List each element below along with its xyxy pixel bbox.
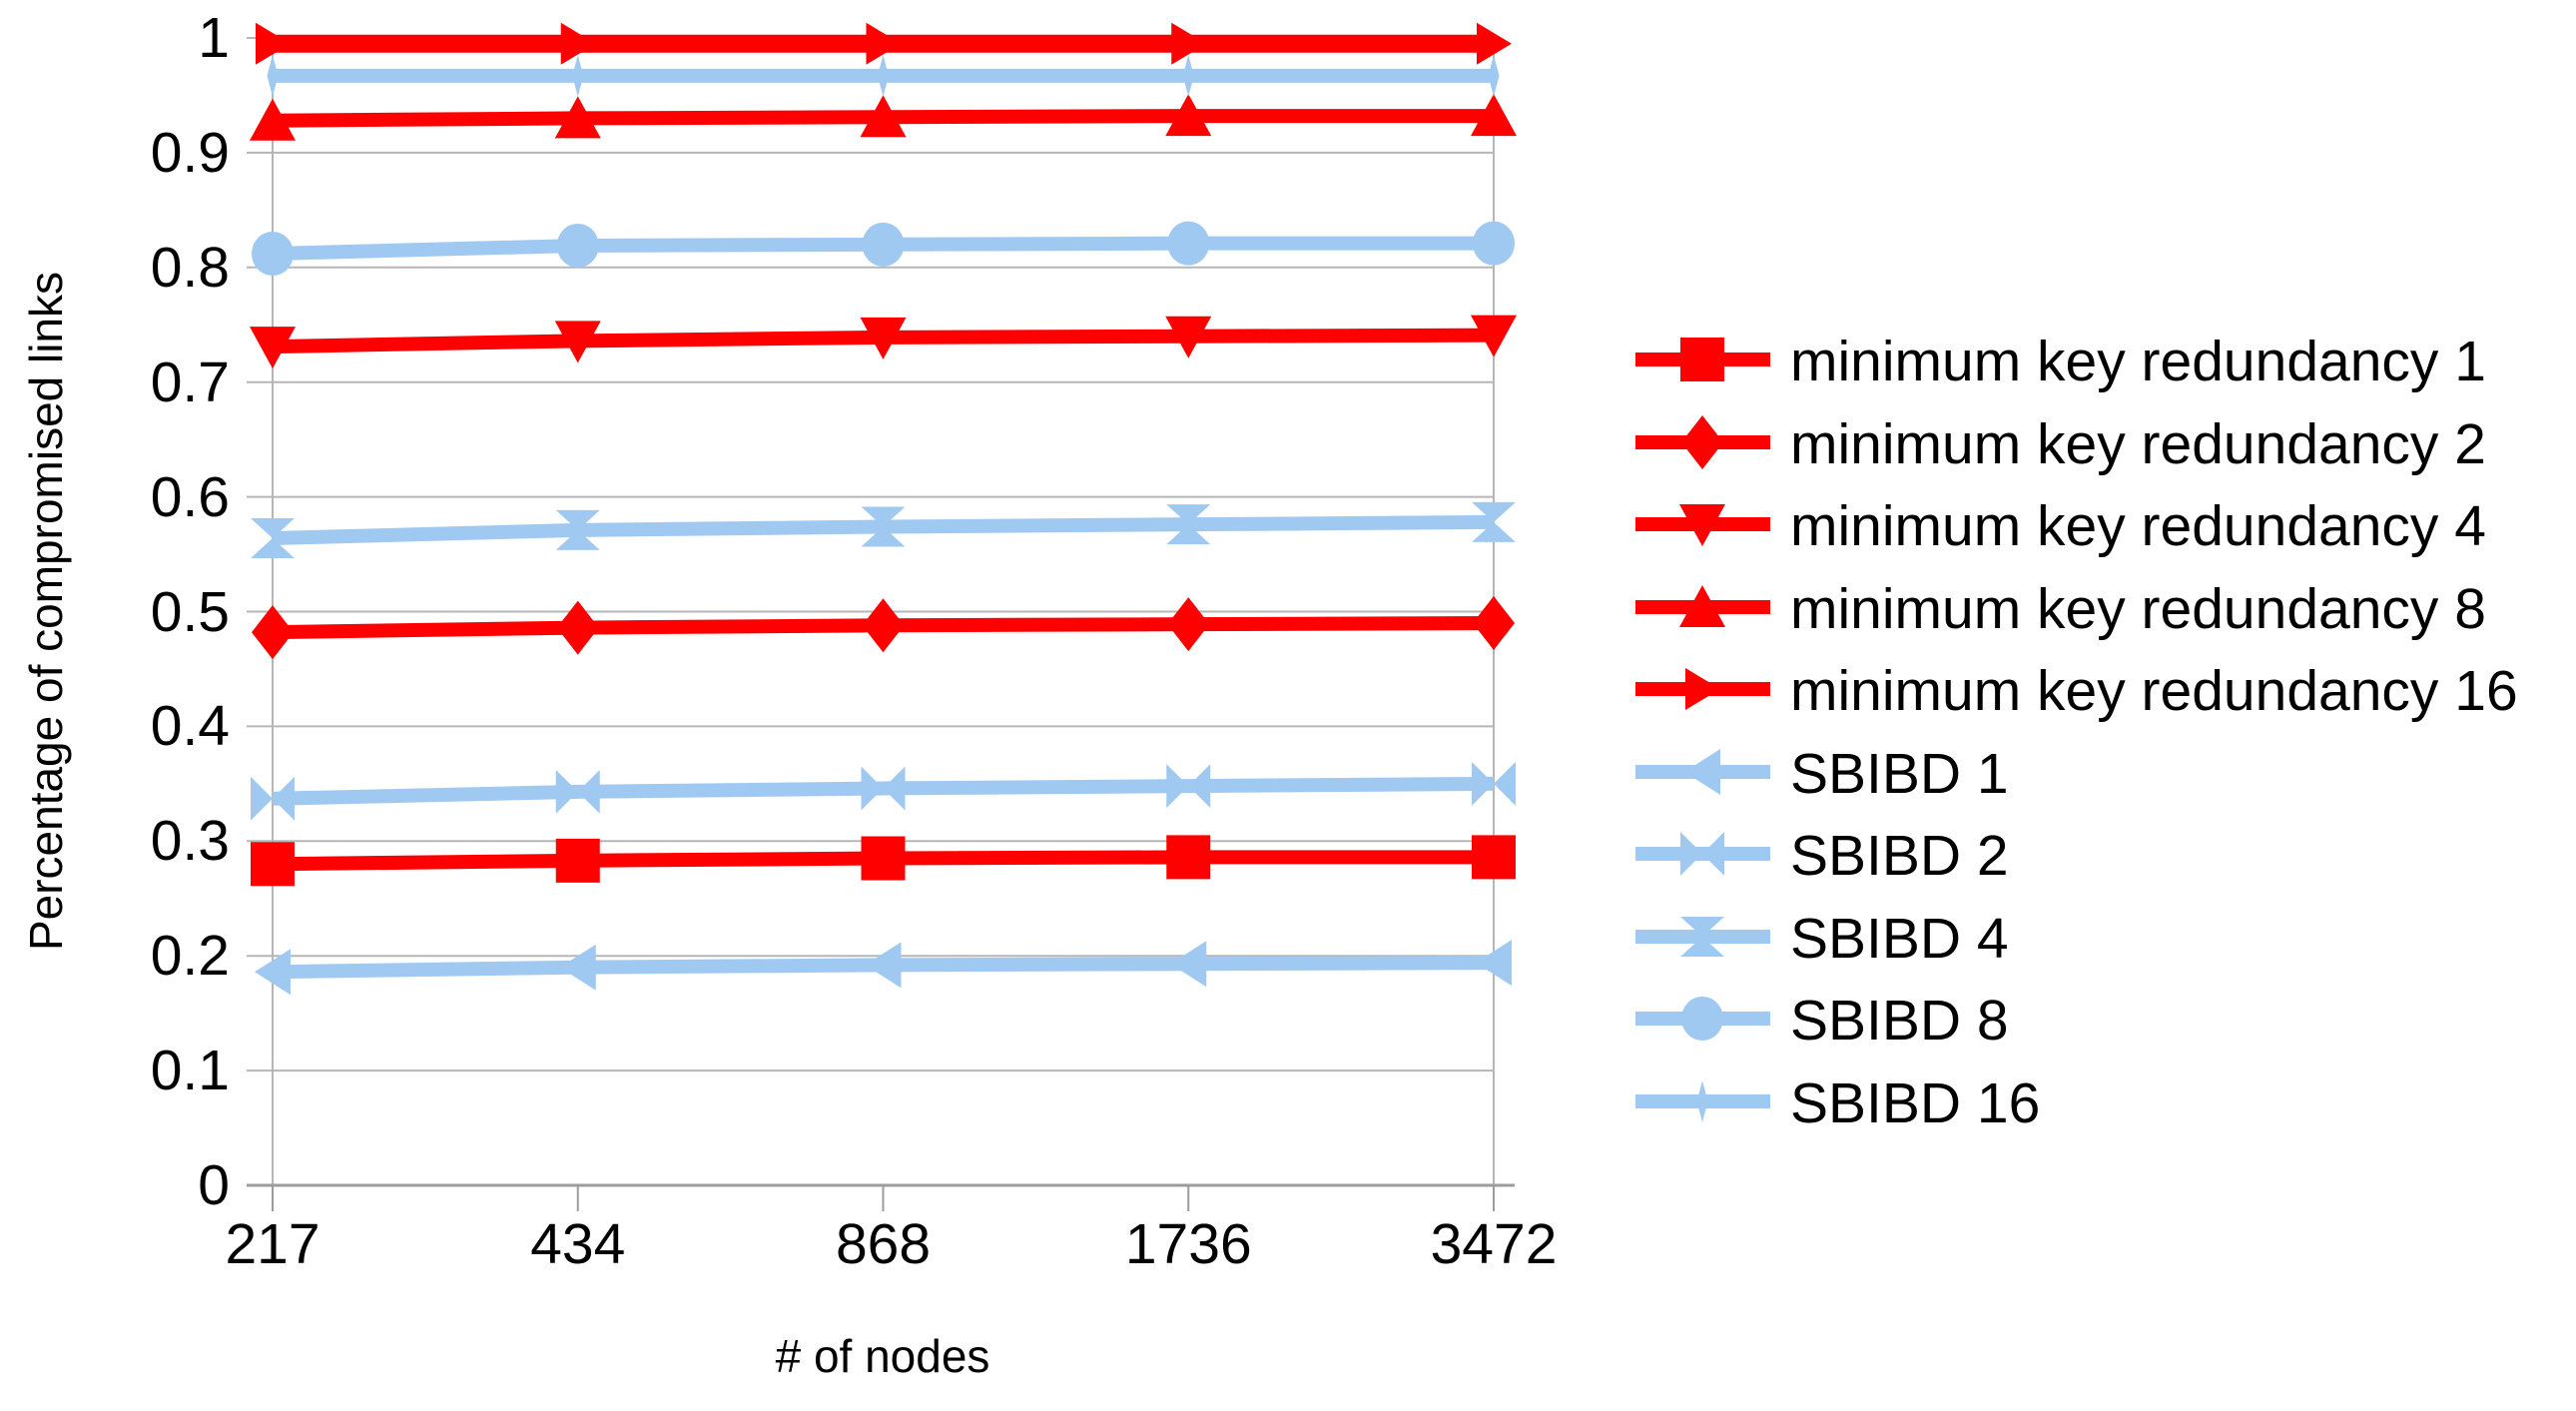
legend-swatch-narrow-diamond-icon: [1635, 1079, 1770, 1122]
y-tick-label: 0.6: [150, 464, 230, 529]
legend-label: minimum key redundancy 16: [1790, 659, 2518, 723]
legend-swatch-diamond-icon: [1635, 414, 1770, 469]
legend-item: minimum key redundancy 16: [1635, 661, 2518, 721]
x-tick-label: 3472: [1430, 1212, 1558, 1276]
legend-item: SBIBD 2: [1635, 826, 2009, 886]
y-tick-label: 0.2: [150, 924, 230, 989]
legend-item: SBIBD 4: [1635, 909, 2009, 969]
legend-item: minimum key redundancy 8: [1635, 579, 2486, 639]
legend-swatch-triangle-right-icon: [1635, 668, 1770, 710]
legend-swatch-bowtie-h-icon: [1635, 832, 1770, 876]
y-tick-label: 1: [198, 6, 230, 70]
legend-item: SBIBD 8: [1635, 991, 2009, 1051]
legend-item: SBIBD 16: [1635, 1073, 2040, 1133]
legend-label: SBIBD 2: [1790, 824, 2009, 888]
y-tick-label: 0.9: [150, 120, 230, 185]
y-tick-label: 0.7: [150, 350, 230, 414]
legend-swatch-square-icon: [1635, 338, 1770, 381]
y-tick-label: 0.8: [150, 235, 230, 300]
y-tick-label: 0.3: [150, 809, 230, 874]
y-tick-label: 0.5: [150, 579, 230, 644]
legend-swatch-triangle-left-icon: [1635, 748, 1770, 795]
y-axis-title: Percentage of compromised links: [20, 271, 72, 952]
legend-label: minimum key redundancy 2: [1790, 411, 2486, 476]
legend-item: minimum key redundancy 2: [1635, 414, 2486, 474]
y-tick-label: 0.4: [150, 694, 230, 759]
legend-label: SBIBD 1: [1790, 741, 2009, 806]
legend-swatch-bowtie-v-icon: [1635, 916, 1770, 957]
x-axis-title: # of nodes: [775, 1330, 990, 1382]
legend-item: SBIBD 1: [1635, 744, 2009, 804]
legend-label: minimum key redundancy 1: [1790, 330, 2486, 393]
legend-label: minimum key redundancy 4: [1790, 494, 2486, 558]
legend-swatch-circle-icon: [1635, 997, 1770, 1041]
legend-item: minimum key redundancy 1: [1635, 332, 2486, 391]
y-tick-label: 0: [198, 1153, 230, 1217]
legend-swatch-triangle-up-icon: [1635, 584, 1770, 627]
x-tick-label: 868: [835, 1212, 932, 1276]
legend-label: SBIBD 16: [1790, 1070, 2041, 1135]
x-tick-label: 217: [225, 1212, 321, 1276]
legend-label: SBIBD 8: [1790, 989, 2009, 1053]
legend-item: minimum key redundancy 4: [1635, 496, 2486, 556]
legend-swatch-triangle-down-icon: [1635, 504, 1770, 546]
legend-label: minimum key redundancy 8: [1790, 576, 2486, 641]
legend-label: SBIBD 4: [1790, 906, 2009, 971]
y-tick-label: 0.1: [150, 1039, 230, 1103]
x-tick-label: 1736: [1124, 1212, 1252, 1276]
x-tick-label: 434: [530, 1212, 626, 1276]
